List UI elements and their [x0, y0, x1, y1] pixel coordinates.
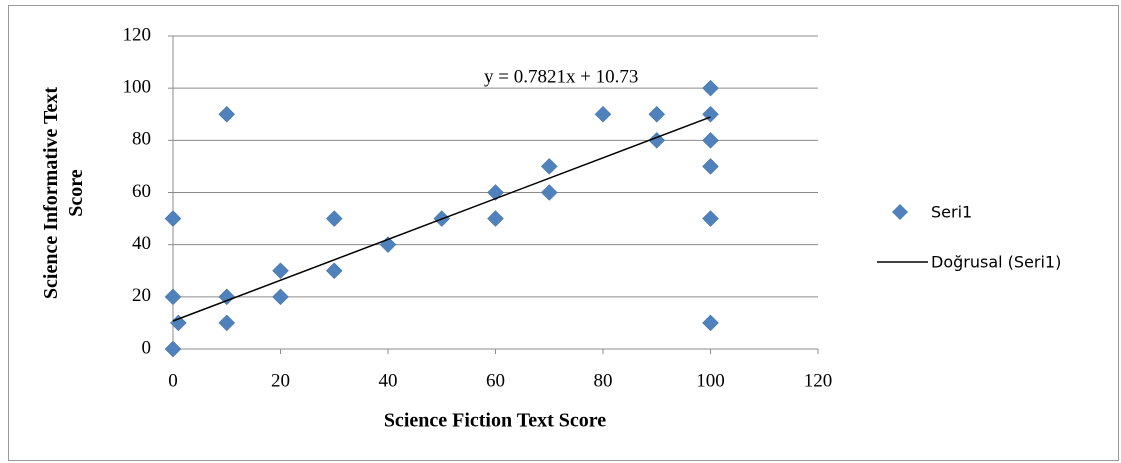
point	[487, 210, 504, 227]
point	[540, 184, 558, 201]
x-tick-label: 40	[379, 370, 398, 391]
point	[540, 158, 558, 175]
point	[218, 105, 236, 123]
y-tick-label: 100	[123, 77, 152, 98]
x-tick-label: 0	[168, 370, 178, 391]
legend-label: Seri1	[931, 203, 972, 222]
point	[325, 262, 343, 280]
trendline-equation: y = 0.7821x + 10.73	[484, 66, 638, 87]
x-tick-label: 60	[486, 370, 505, 391]
y-tick-label: 0	[142, 337, 152, 358]
point	[218, 288, 236, 306]
point	[702, 158, 719, 175]
y-tick-label: 40	[132, 233, 151, 254]
x-tick-label: 20	[271, 370, 290, 391]
point	[164, 340, 182, 358]
point	[702, 314, 719, 332]
x-tick-label: 80	[594, 370, 613, 391]
point	[648, 131, 666, 149]
legend-marker	[892, 204, 908, 220]
point	[164, 288, 182, 306]
y-tick-label: 60	[132, 181, 151, 202]
point	[272, 288, 289, 306]
trendline	[172, 116, 711, 322]
point	[648, 105, 666, 123]
point	[325, 210, 343, 227]
x-axis-label: Science Fiction Text Score	[384, 410, 606, 432]
y-tick-label: 80	[132, 129, 151, 150]
point	[702, 131, 719, 149]
point	[272, 262, 289, 280]
x-tick-label: 120	[804, 370, 833, 391]
chart-frame	[8, 5, 1119, 461]
legend-label: Doğrusal (Seri1)	[931, 253, 1061, 272]
point	[594, 105, 612, 123]
point	[702, 79, 719, 97]
point	[218, 314, 236, 332]
point	[702, 210, 719, 227]
point	[164, 210, 182, 227]
y-tick-label: 120	[123, 24, 152, 45]
y-tick-label: 20	[132, 285, 151, 306]
x-tick-label: 100	[696, 370, 725, 391]
y-axis-label: Science Informative Text Score	[40, 87, 87, 300]
